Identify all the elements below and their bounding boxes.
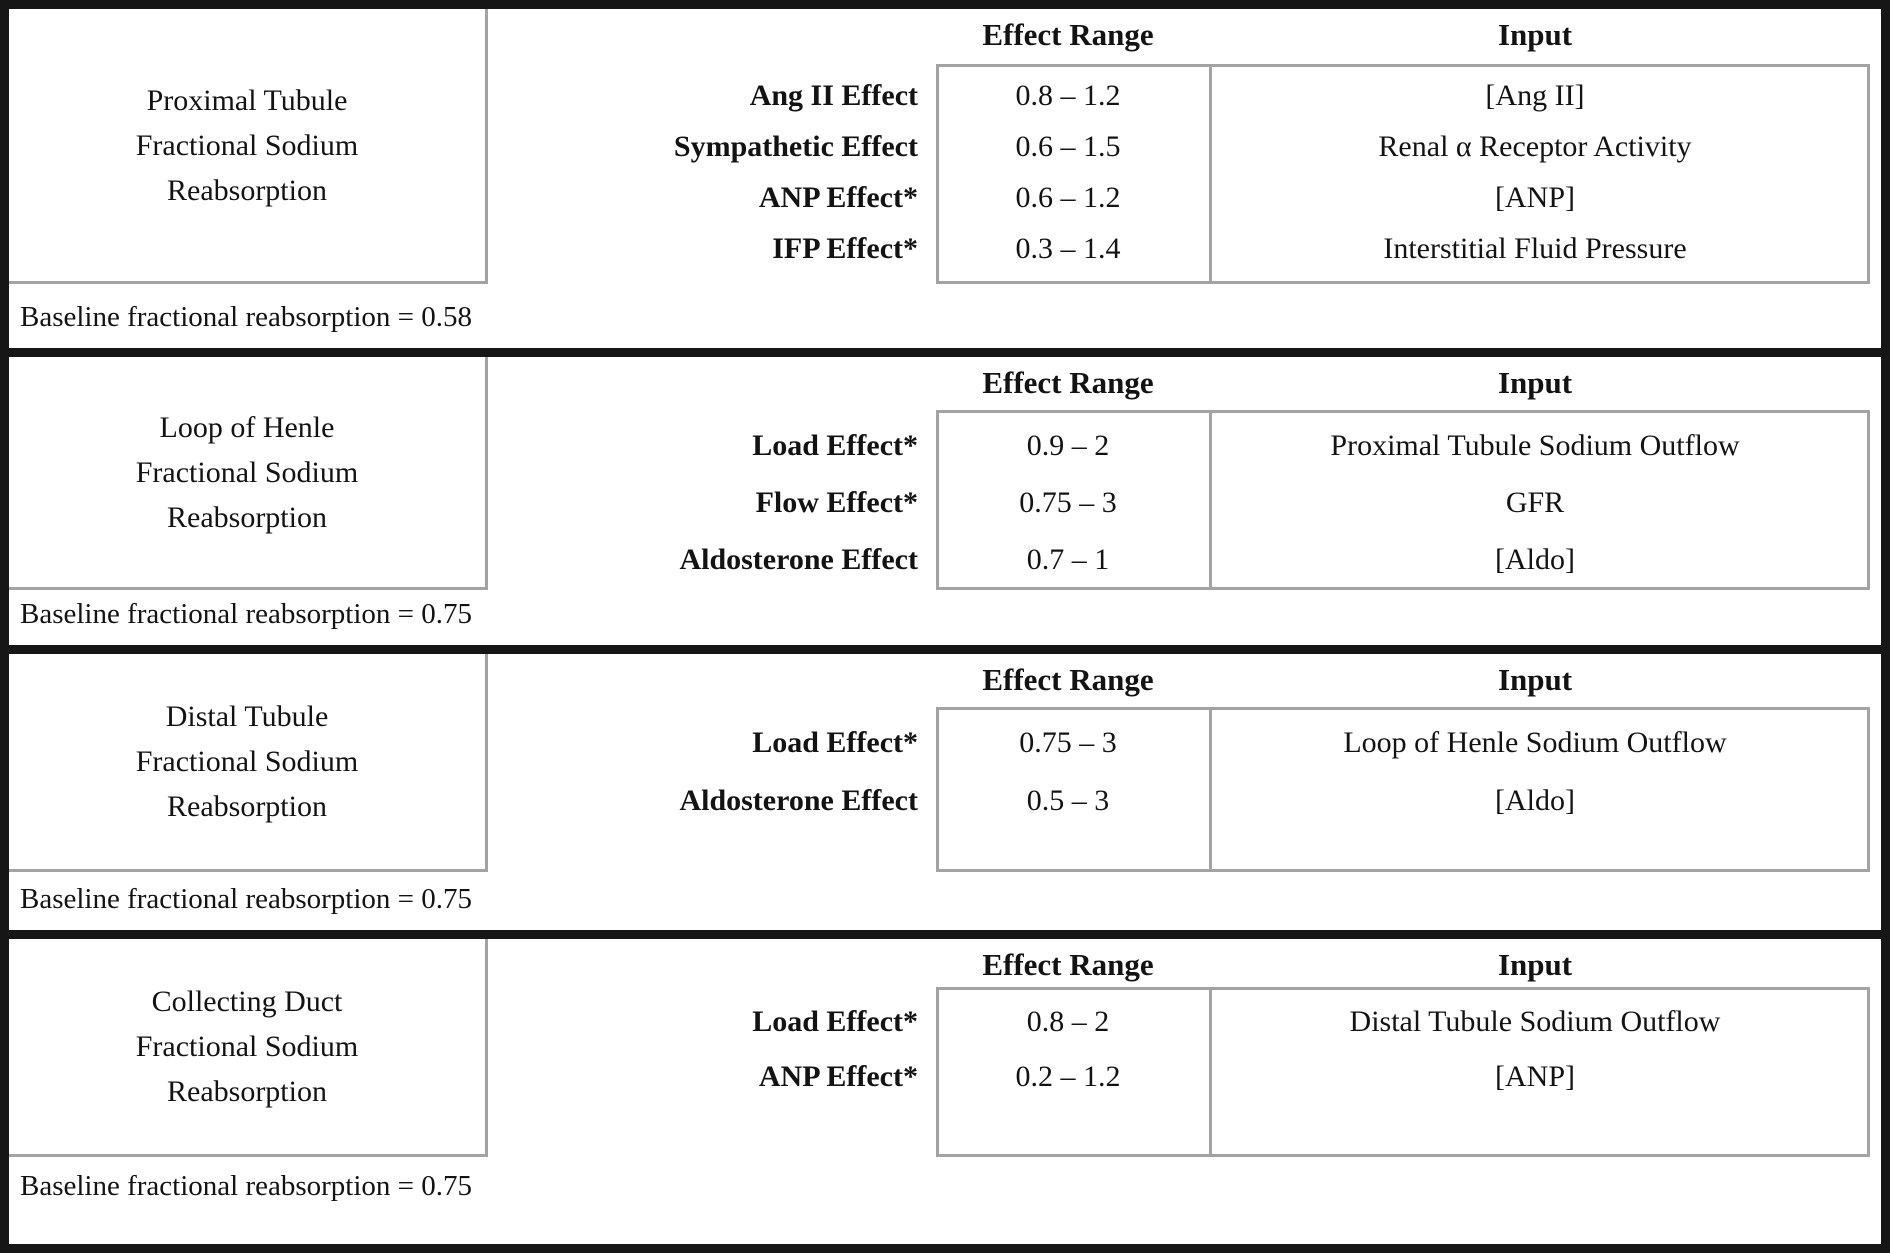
column-divider — [1209, 413, 1212, 587]
segment-title-line: Fractional Sodium — [135, 1030, 359, 1063]
effect-grid-box — [936, 987, 1870, 1157]
segment-title-line: Collecting Duct — [151, 985, 343, 1018]
effect-range: 0.75 – 3 — [1019, 485, 1117, 519]
section-distal-tubule: Distal Tubule Fractional Sodium Reabsorp… — [9, 645, 1881, 930]
effect-input: Loop of Henle Sodium Outflow — [1343, 726, 1727, 759]
segment-title-line: Fractional Sodium — [135, 128, 359, 162]
effect-range: 0.3 – 1.4 — [1015, 231, 1121, 265]
effect-input: Distal Tubule Sodium Outflow — [1349, 1004, 1721, 1038]
effect-range: 0.7 – 1 — [1026, 542, 1110, 576]
input-header: Input — [1497, 662, 1573, 697]
effect-rows: Load Effect* 0.8 – 2 Distal Tubule Sodiu… — [9, 994, 1870, 1104]
effect-row: Aldosterone Effect 0.5 – 3 [Aldo] — [9, 772, 1870, 830]
section-collecting-duct: Collecting Duct Fractional Sodium Reabso… — [9, 930, 1881, 1217]
effect-range: 0.9 – 2 — [1026, 428, 1110, 462]
effect-input: [ANP] — [1495, 180, 1575, 214]
effect-row: IFP Effect* 0.3 – 1.4 Interstitial Fluid… — [9, 223, 1870, 274]
effect-range: 0.5 – 3 — [1026, 784, 1110, 817]
baseline-note: Baseline fractional reabsorption = 0.58 — [20, 301, 473, 333]
effect-input: GFR — [1505, 485, 1565, 519]
segment-title-box: Distal Tubule Fractional Sodium Reabsorp… — [9, 654, 488, 872]
effect-rows: Load Effect* 0.9 – 2 Proximal Tubule Sod… — [9, 417, 1870, 588]
effect-range-header: Effect Range — [982, 17, 1154, 52]
effect-row: Aldosterone Effect 0.7 – 1 [Aldo] — [9, 531, 1870, 588]
segment-title-box: Collecting Duct Fractional Sodium Reabso… — [9, 939, 488, 1157]
column-divider — [1209, 710, 1212, 869]
segment-title-line: Reabsorption — [167, 173, 327, 207]
effect-label: Sympathetic Effect — [673, 129, 918, 163]
effect-row: ANP Effect* 0.6 – 1.2 [ANP] — [9, 172, 1870, 223]
segment-title-line: Loop of Henle — [159, 410, 335, 444]
effect-label: Flow Effect* — [755, 485, 918, 519]
segment-title-line: Reabsorption — [167, 790, 327, 823]
effect-input: [ANP] — [1495, 1059, 1575, 1093]
effect-row: Sympathetic Effect 0.6 – 1.5 Renal α Rec… — [9, 121, 1870, 172]
effect-range: 0.8 – 2 — [1026, 1004, 1110, 1038]
segment-title-line: Proximal Tubule — [146, 83, 348, 117]
effect-label: Load Effect* — [752, 1004, 918, 1038]
effect-row: Load Effect* 0.9 – 2 Proximal Tubule Sod… — [9, 417, 1870, 474]
effect-row: Load Effect* 0.75 – 3 Loop of Henle Sodi… — [9, 714, 1870, 772]
section-loop-of-henle: Loop of Henle Fractional Sodium Reabsorp… — [9, 348, 1881, 645]
segment-title-box: Loop of Henle Fractional Sodium Reabsorp… — [9, 357, 488, 590]
effect-label: ANP Effect* — [758, 180, 918, 214]
effect-input: [Aldo] — [1495, 542, 1575, 576]
effect-range: 0.75 – 3 — [1019, 726, 1117, 759]
effect-grid-box — [936, 64, 1870, 284]
segment-title-line: Reabsorption — [167, 1075, 327, 1108]
input-header: Input — [1497, 947, 1573, 982]
effect-grid-box — [936, 410, 1870, 590]
effect-range-header: Effect Range — [982, 947, 1154, 982]
effect-rows: Ang II Effect 0.8 – 1.2 [Ang II] Sympath… — [9, 70, 1870, 274]
effect-label: Load Effect* — [752, 428, 918, 462]
segment-title-line: Distal Tubule — [165, 700, 329, 733]
section-proximal-tubule: Proximal Tubule Fractional Sodium Reabso… — [9, 9, 1881, 348]
effect-range-header: Effect Range — [982, 365, 1154, 400]
effect-range-header: Effect Range — [982, 662, 1154, 697]
effect-input: Proximal Tubule Sodium Outflow — [1330, 428, 1740, 462]
effect-label: IFP Effect* — [772, 231, 918, 265]
column-divider — [1209, 67, 1212, 281]
effect-input: [Ang II] — [1485, 78, 1585, 112]
effect-input: Interstitial Fluid Pressure — [1383, 231, 1687, 265]
input-header: Input — [1497, 365, 1573, 400]
column-divider — [1209, 990, 1212, 1154]
effect-label: Aldosterone Effect — [679, 784, 918, 817]
effect-label: Ang II Effect — [749, 78, 918, 112]
segment-title-box: Proximal Tubule Fractional Sodium Reabso… — [9, 9, 488, 284]
baseline-note: Baseline fractional reabsorption = 0.75 — [20, 598, 473, 630]
effect-range: 0.6 – 1.5 — [1015, 129, 1121, 163]
segment-title-line: Reabsorption — [167, 500, 327, 534]
baseline-note: Baseline fractional reabsorption = 0.75 — [20, 883, 473, 915]
effect-row: ANP Effect* 0.2 – 1.2 [ANP] — [9, 1049, 1870, 1104]
effect-label: Aldosterone Effect — [679, 542, 918, 576]
effect-grid-box — [936, 707, 1870, 872]
effect-row: Load Effect* 0.8 – 2 Distal Tubule Sodiu… — [9, 994, 1870, 1049]
segment-title-line: Fractional Sodium — [135, 455, 359, 489]
effect-row: Ang II Effect 0.8 – 1.2 [Ang II] — [9, 70, 1870, 121]
effect-label: ANP Effect* — [758, 1059, 918, 1093]
effect-range: 0.2 – 1.2 — [1015, 1059, 1121, 1093]
segment-title-line: Fractional Sodium — [135, 745, 359, 778]
effect-range: 0.6 – 1.2 — [1015, 180, 1121, 214]
effect-label: Load Effect* — [752, 726, 918, 759]
effect-row: Flow Effect* 0.75 – 3 GFR — [9, 474, 1870, 531]
effect-range: 0.8 – 1.2 — [1015, 78, 1121, 112]
effect-input: [Aldo] — [1495, 784, 1575, 817]
effect-rows: Load Effect* 0.75 – 3 Loop of Henle Sodi… — [9, 714, 1870, 830]
input-header: Input — [1497, 17, 1573, 52]
baseline-note: Baseline fractional reabsorption = 0.75 — [20, 1170, 473, 1202]
effect-input: Renal α Receptor Activity — [1378, 129, 1692, 163]
